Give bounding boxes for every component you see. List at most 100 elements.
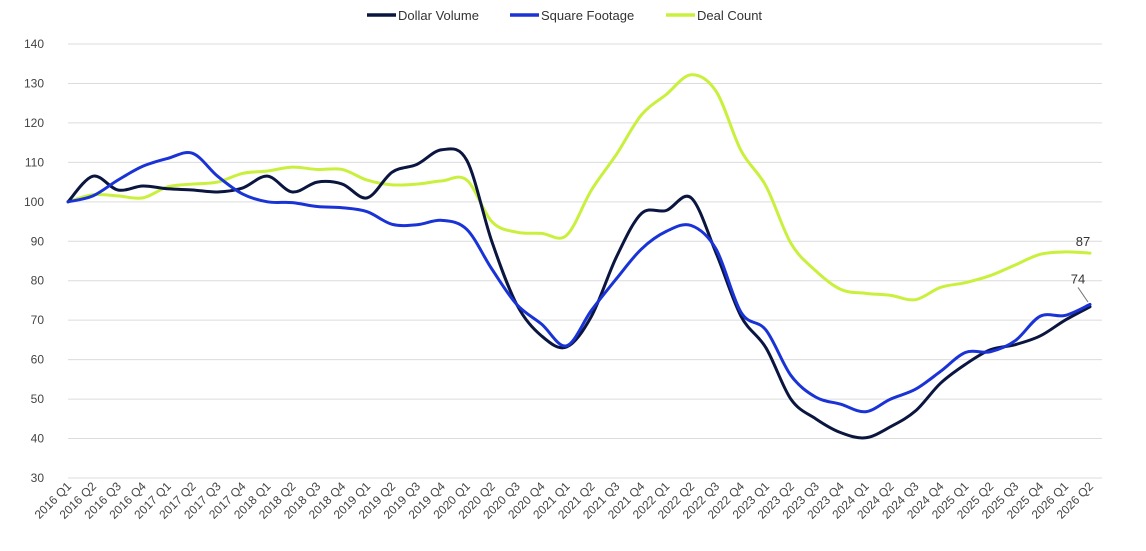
data-point-dollar-volume-2024-q4[interactable] (936, 379, 944, 387)
data-point-dollar-volume-2017-q3[interactable] (214, 188, 222, 196)
data-point-square-footage-2016-q3[interactable] (114, 176, 122, 184)
data-point-dollar-volume-2022-q1[interactable] (662, 206, 670, 214)
data-point-dollar-volume-2024-q3[interactable] (912, 407, 920, 415)
data-point-square-footage-2016-q2[interactable] (89, 192, 97, 200)
data-point-dollar-volume-2020-q4[interactable] (538, 332, 546, 340)
data-point-dollar-volume-2020-q2[interactable] (488, 237, 496, 245)
data-point-dollar-volume-2016-q2[interactable] (89, 172, 97, 180)
data-point-deal-count-2020-q1[interactable] (463, 176, 471, 184)
data-point-dollar-volume-2018-q2[interactable] (288, 188, 296, 196)
data-point-square-footage-2025-q2[interactable] (986, 348, 994, 356)
legend-item-dollar-volume[interactable]: Dollar Volume (367, 8, 479, 23)
data-point-deal-count-2022-q3[interactable] (712, 87, 720, 95)
data-point-dollar-volume-2023-q3[interactable] (812, 415, 820, 423)
data-point-deal-count-2019-q1[interactable] (363, 176, 371, 184)
data-point-square-footage-2023-q1[interactable] (762, 326, 770, 334)
data-point-dollar-volume-2021-q4[interactable] (637, 210, 645, 218)
data-point-square-footage-2024-q3[interactable] (912, 385, 920, 393)
data-point-deal-count-2020-q3[interactable] (513, 228, 521, 236)
data-point-dollar-volume-2021-q3[interactable] (612, 253, 620, 261)
data-point-square-footage-2025-q3[interactable] (1011, 337, 1019, 345)
data-point-square-footage-2022-q3[interactable] (712, 245, 720, 253)
data-point-square-footage-2021-q4[interactable] (637, 245, 645, 253)
data-point-square-footage-2019-q4[interactable] (438, 216, 446, 224)
data-point-square-footage-2022-q2[interactable] (687, 221, 695, 229)
data-point-square-footage-2020-q4[interactable] (538, 320, 546, 328)
data-point-deal-count-2023-q3[interactable] (812, 267, 820, 275)
legend-item-square-footage[interactable]: Square Footage (510, 8, 634, 23)
data-point-square-footage-2023-q4[interactable] (837, 400, 845, 408)
data-point-deal-count-2021-q1[interactable] (563, 231, 571, 239)
data-point-dollar-volume-2016-q4[interactable] (139, 182, 147, 190)
data-point-square-footage-2017-q4[interactable] (238, 190, 246, 198)
data-point-square-footage-2019-q2[interactable] (388, 220, 396, 228)
data-point-square-footage-2022-q1[interactable] (662, 227, 670, 235)
data-point-dollar-volume-2018-q3[interactable] (313, 178, 321, 186)
data-point-dollar-volume-2018-q1[interactable] (263, 172, 271, 180)
data-point-square-footage-2026-q1[interactable] (1061, 311, 1069, 319)
data-point-deal-count-2025-q2[interactable] (986, 272, 994, 280)
legend-item-deal-count[interactable]: Deal Count (666, 8, 762, 23)
data-point-deal-count-2022-q1[interactable] (662, 91, 670, 99)
data-point-square-footage-2021-q3[interactable] (612, 275, 620, 283)
data-point-deal-count-2018-q3[interactable] (313, 165, 321, 173)
data-point-dollar-volume-2019-q4[interactable] (438, 146, 446, 154)
data-point-dollar-volume-2017-q1[interactable] (164, 185, 172, 193)
data-point-square-footage-2016-q4[interactable] (139, 162, 147, 170)
data-point-dollar-volume-2019-q2[interactable] (388, 168, 396, 176)
data-point-square-footage-2018-q2[interactable] (288, 199, 296, 207)
data-point-deal-count-2021-q4[interactable] (637, 111, 645, 119)
data-point-square-footage-2025-q1[interactable] (961, 349, 969, 357)
data-point-deal-count-2022-q4[interactable] (737, 147, 745, 155)
data-point-dollar-volume-2022-q2[interactable] (687, 194, 695, 202)
data-point-dollar-volume-2023-q4[interactable] (837, 429, 845, 437)
data-point-deal-count-2020-q4[interactable] (538, 229, 546, 237)
data-point-square-footage-2019-q3[interactable] (413, 221, 421, 229)
data-point-deal-count-2026-q2[interactable] (1086, 249, 1094, 257)
data-point-deal-count-2024-q2[interactable] (887, 291, 895, 299)
data-point-deal-count-2019-q4[interactable] (438, 177, 446, 185)
data-point-dollar-volume-2016-q3[interactable] (114, 186, 122, 194)
data-point-deal-count-2023-q1[interactable] (762, 182, 770, 190)
data-point-square-footage-2020-q2[interactable] (488, 265, 496, 273)
data-point-deal-count-2024-q4[interactable] (936, 283, 944, 291)
data-point-square-footage-2021-q1[interactable] (563, 342, 571, 350)
data-point-deal-count-2018-q2[interactable] (288, 163, 296, 171)
data-point-dollar-volume-2019-q3[interactable] (413, 160, 421, 168)
data-point-deal-count-2023-q2[interactable] (787, 239, 795, 247)
data-point-square-footage-2020-q1[interactable] (463, 225, 471, 233)
series-line-dollar-volume[interactable] (66, 147, 1092, 440)
data-point-deal-count-2025-q3[interactable] (1011, 261, 1019, 269)
data-point-dollar-volume-2019-q1[interactable] (363, 194, 371, 202)
data-point-dollar-volume-2020-q1[interactable] (463, 156, 471, 164)
data-point-square-footage-2017-q1[interactable] (164, 154, 172, 162)
data-point-dollar-volume-2017-q2[interactable] (189, 186, 197, 194)
data-point-dollar-volume-2025-q1[interactable] (961, 360, 969, 368)
data-point-square-footage-2022-q4[interactable] (737, 308, 745, 316)
data-point-deal-count-2021-q3[interactable] (612, 150, 620, 158)
data-point-dollar-volume-2018-q4[interactable] (338, 180, 346, 188)
data-point-square-footage-2020-q3[interactable] (513, 300, 521, 308)
data-point-square-footage-2018-q1[interactable] (263, 198, 271, 206)
data-point-square-footage-2016-q1[interactable] (64, 198, 72, 206)
data-point-square-footage-2024-q2[interactable] (887, 395, 895, 403)
data-point-deal-count-2026-q1[interactable] (1061, 248, 1069, 256)
data-point-square-footage-2018-q4[interactable] (338, 204, 346, 212)
data-point-deal-count-2025-q1[interactable] (961, 279, 969, 287)
data-point-square-footage-2024-q4[interactable] (936, 367, 944, 375)
data-point-deal-count-2023-q4[interactable] (837, 285, 845, 293)
data-point-deal-count-2024-q3[interactable] (912, 296, 920, 304)
data-point-square-footage-2019-q1[interactable] (363, 208, 371, 216)
data-point-deal-count-2020-q2[interactable] (488, 218, 496, 226)
data-point-square-footage-2025-q4[interactable] (1036, 312, 1044, 320)
data-point-deal-count-2025-q4[interactable] (1036, 250, 1044, 258)
data-point-deal-count-2018-q4[interactable] (338, 165, 346, 173)
data-point-square-footage-2018-q3[interactable] (313, 203, 321, 211)
data-point-deal-count-2019-q3[interactable] (413, 180, 421, 188)
data-point-square-footage-2021-q2[interactable] (587, 306, 595, 314)
data-point-square-footage-2023-q2[interactable] (787, 371, 795, 379)
data-point-deal-count-2019-q2[interactable] (388, 181, 396, 189)
data-point-deal-count-2021-q2[interactable] (587, 186, 595, 194)
data-point-dollar-volume-2024-q2[interactable] (887, 423, 895, 431)
data-point-deal-count-2022-q2[interactable] (687, 71, 695, 79)
